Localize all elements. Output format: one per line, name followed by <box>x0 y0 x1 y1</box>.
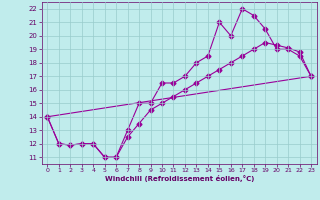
X-axis label: Windchill (Refroidissement éolien,°C): Windchill (Refroidissement éolien,°C) <box>105 175 254 182</box>
